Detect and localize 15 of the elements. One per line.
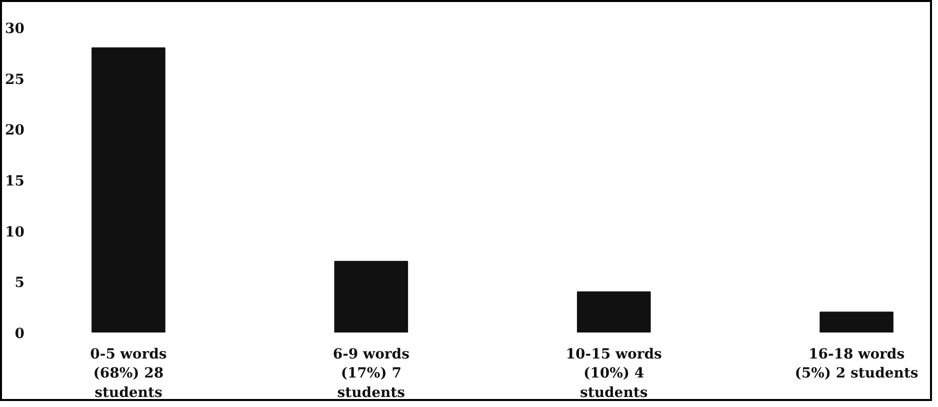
y-tick-label: 5 [14, 275, 25, 292]
y-tick-label: 20 [5, 122, 25, 139]
bar [576, 291, 651, 332]
y-tick-label: 30 [5, 21, 25, 37]
x-tick-label: 16-18 words (5%) 2 students [794, 346, 918, 382]
y-tick-label: 10 [5, 224, 25, 240]
x-tick-label: 10-15 words (10%) 4 students [566, 346, 662, 401]
y-tick-label: 15 [5, 174, 24, 190]
bar [820, 312, 894, 332]
bar [334, 260, 408, 332]
x-tick-label: 6-9 words (17%) 7 students [332, 346, 410, 401]
x-tick-label: 0-5 words (68%) 28 students [90, 346, 167, 401]
y-tick-label: 0 [14, 326, 25, 342]
bar [92, 47, 166, 332]
y-tick-label: 25 [5, 72, 24, 88]
